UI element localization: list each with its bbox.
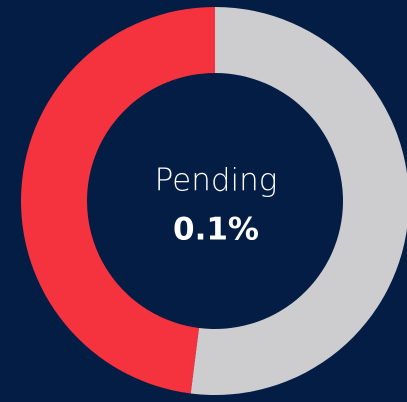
- slices: [21, 7, 407, 395]
- donut-slice: [21, 7, 215, 394]
- center-value: 0.1%: [173, 212, 259, 248]
- donut-slice: [190, 7, 407, 395]
- center-label: Pending: [155, 163, 278, 199]
